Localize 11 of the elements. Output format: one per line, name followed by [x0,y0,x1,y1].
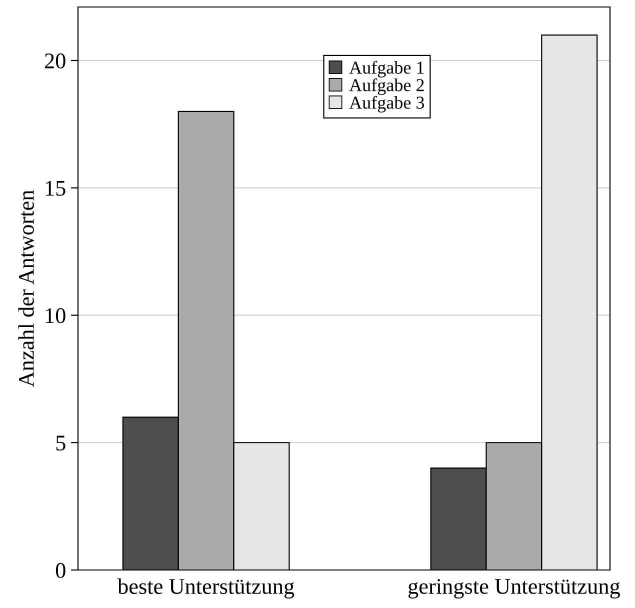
y-tick-label: 5 [56,436,66,451]
x-tick-label: geringste Unterstützung [408,578,620,598]
legend-label: Aufgabe 2 [349,78,424,95]
legend-label: Aufgabe 1 [349,60,424,78]
y-tick-label: 10 [46,308,66,324]
x-tick-label: beste Unterstützung [118,578,294,599]
y-tick-label: 0 [56,562,66,578]
y-tick-label: 15 [46,180,66,196]
y-axis-title: Anzahl der Antworten [18,190,34,388]
legend-label: Aufgabe 3 [349,96,424,112]
y-tick-label: 20 [44,53,66,68]
